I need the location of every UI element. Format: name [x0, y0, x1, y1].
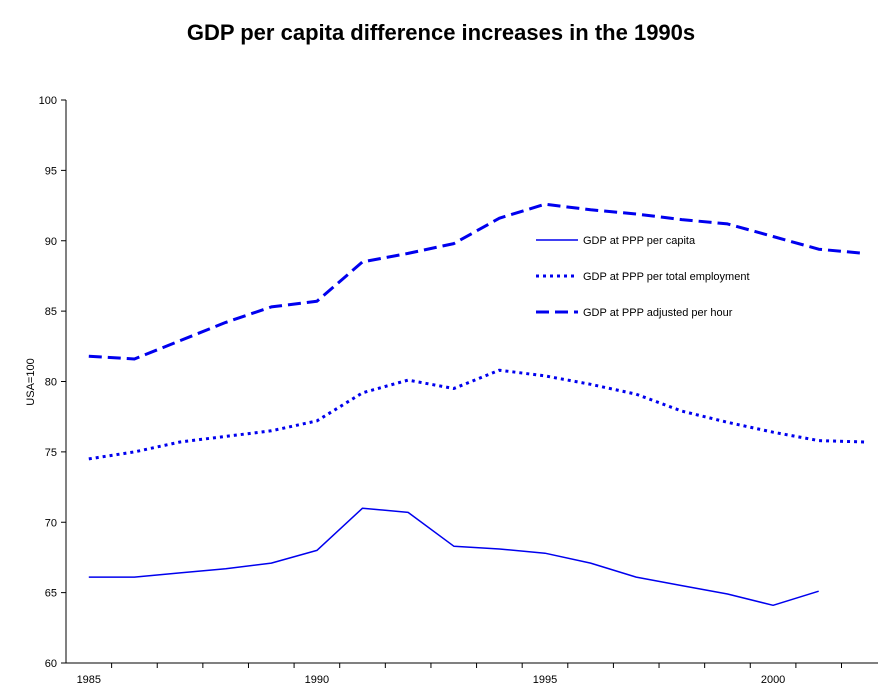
y-tick-label: 70: [45, 517, 57, 529]
series-layer: [88, 202, 865, 607]
legend-label-1: GDP at PPP per capita: [583, 235, 696, 247]
x-tick-label: 1985: [77, 674, 101, 686]
x-axis-ticks: 1985 1990 1995 2000: [77, 663, 843, 686]
legend-label-3: GDP at PPP adjusted per hour: [583, 307, 733, 319]
legend-label-2: GDP at PPP per total employment: [583, 271, 750, 283]
y-tick-label: 95: [45, 165, 57, 177]
axes: [65, 100, 878, 664]
series-line-2: [88, 368, 865, 461]
y-tick-label: 100: [39, 95, 57, 107]
y-tick-label: 80: [45, 377, 57, 389]
legend: GDP at PPP per capita GDP at PPP per tota…: [536, 235, 750, 319]
y-tick-label: 75: [45, 447, 57, 459]
y-tick-label: 85: [45, 306, 57, 318]
series-line-3: [88, 202, 865, 361]
y-tick-label: 65: [45, 588, 57, 600]
x-tick-label: 1995: [533, 674, 557, 686]
x-tick-label: 2000: [761, 674, 785, 686]
y-axis-title: USA=100: [25, 358, 37, 405]
chart-title: GDP per capita difference increases in t…: [186, 20, 696, 45]
x-tick-label: 1990: [305, 674, 329, 686]
y-tick-label: 60: [45, 658, 57, 670]
y-axis-ticks: 60 65 70 75 80 85 90 95 100: [39, 95, 66, 670]
y-tick-label: 90: [45, 236, 57, 248]
series-line-1: [88, 507, 819, 607]
